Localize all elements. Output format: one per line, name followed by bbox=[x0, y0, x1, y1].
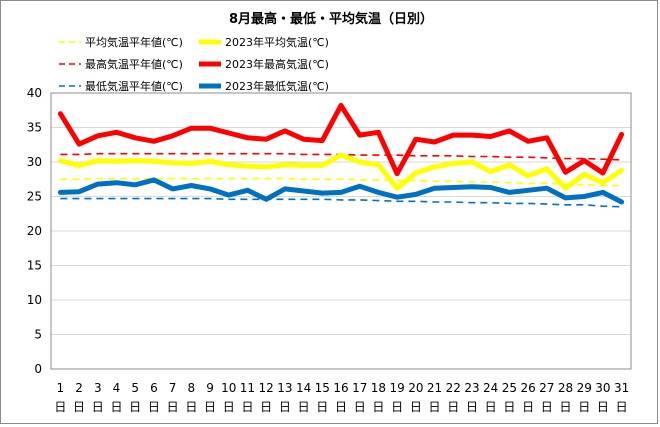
x-tick-label: 11 bbox=[240, 381, 255, 395]
x-tick-day-label: 日 bbox=[54, 400, 66, 414]
x-tick-label: 14 bbox=[296, 381, 311, 395]
x-tick-day-label: 日 bbox=[503, 400, 515, 414]
x-tick-day-label: 日 bbox=[148, 400, 160, 414]
x-tick-label: 23 bbox=[464, 381, 479, 395]
x-tick-day-label: 日 bbox=[578, 400, 590, 414]
x-tick-label: 27 bbox=[539, 381, 554, 395]
x-tick-day-label: 日 bbox=[410, 400, 422, 414]
y-tick-label: 25 bbox=[27, 190, 42, 204]
x-axis-ticks: 1日2日3日4日5日6日7日8日9日10日11日12日13日14日15日16日1… bbox=[54, 381, 629, 414]
x-tick-label: 2 bbox=[75, 381, 83, 395]
x-tick-day-label: 日 bbox=[185, 400, 197, 414]
y-tick-label: 40 bbox=[27, 86, 42, 100]
x-tick-day-label: 日 bbox=[241, 400, 253, 414]
y-tick-label: 20 bbox=[27, 224, 42, 238]
y-axis-ticks: 0 5 10 15 20 25 30 35 40 bbox=[27, 86, 42, 376]
chart-title: 8月最高・最低・平均気温（日別） bbox=[229, 11, 433, 27]
x-tick-label: 15 bbox=[315, 381, 330, 395]
x-tick-label: 30 bbox=[595, 381, 610, 395]
x-tick-day-label: 日 bbox=[223, 400, 235, 414]
x-tick-day-label: 日 bbox=[616, 400, 628, 414]
series-line-4 bbox=[60, 197, 622, 208]
y-tick-label: 0 bbox=[34, 362, 42, 376]
x-tick-label: 5 bbox=[131, 381, 139, 395]
x-tick-day-label: 日 bbox=[541, 400, 553, 414]
series-line-5 bbox=[57, 177, 625, 205]
x-tick-day-label: 日 bbox=[597, 400, 609, 414]
x-tick-day-label: 日 bbox=[298, 400, 310, 414]
x-tick-day-label: 日 bbox=[316, 400, 328, 414]
x-tick-label: 29 bbox=[577, 381, 592, 395]
x-tick-label: 7 bbox=[169, 381, 177, 395]
x-tick-day-label: 日 bbox=[110, 400, 122, 414]
x-tick-label: 28 bbox=[558, 381, 573, 395]
x-tick-label: 9 bbox=[206, 381, 214, 395]
x-tick-day-label: 日 bbox=[167, 400, 179, 414]
x-tick-label: 3 bbox=[94, 381, 102, 395]
legend-label: 最低気温平年値(℃) bbox=[85, 79, 183, 93]
x-tick-day-label: 日 bbox=[447, 400, 459, 414]
x-tick-label: 16 bbox=[333, 381, 348, 395]
x-tick-label: 26 bbox=[520, 381, 535, 395]
x-tick-label: 1 bbox=[57, 381, 65, 395]
x-tick-day-label: 日 bbox=[260, 400, 272, 414]
x-tick-day-label: 日 bbox=[560, 400, 572, 414]
x-tick-label: 10 bbox=[221, 381, 236, 395]
x-tick-label: 25 bbox=[502, 381, 517, 395]
y-tick-label: 15 bbox=[27, 259, 42, 273]
legend-label: 2023年平均気温(℃) bbox=[225, 35, 329, 49]
series-lines bbox=[57, 102, 625, 208]
x-tick-day-label: 日 bbox=[129, 400, 141, 414]
x-tick-label: 19 bbox=[389, 381, 404, 395]
legend-label: 2023年最高気温(℃) bbox=[225, 57, 329, 71]
y-tick-label: 10 bbox=[27, 293, 42, 307]
x-tick-day-label: 日 bbox=[522, 400, 534, 414]
x-tick-day-label: 日 bbox=[485, 400, 497, 414]
series-line-1 bbox=[57, 152, 625, 191]
legend: 平均気温平年値(℃) 2023年平均気温(℃) 最高気温平年値(℃) 2023年最高気… bbox=[59, 35, 329, 93]
y-tick-label: 30 bbox=[27, 155, 42, 169]
legend-label: 2023年最低気温(℃) bbox=[225, 79, 329, 93]
x-tick-label: 6 bbox=[150, 381, 158, 395]
x-tick-label: 22 bbox=[446, 381, 461, 395]
x-tick-label: 12 bbox=[259, 381, 274, 395]
y-tick-label: 5 bbox=[34, 328, 42, 342]
x-tick-label: 20 bbox=[408, 381, 423, 395]
x-tick-day-label: 日 bbox=[335, 400, 347, 414]
x-tick-day-label: 日 bbox=[466, 400, 478, 414]
x-tick-day-label: 日 bbox=[372, 400, 384, 414]
plot-area-border bbox=[50, 92, 632, 370]
x-tick-day-label: 日 bbox=[279, 400, 291, 414]
x-tick-day-label: 日 bbox=[73, 400, 85, 414]
x-tick-label: 21 bbox=[427, 381, 442, 395]
x-tick-day-label: 日 bbox=[92, 400, 104, 414]
legend-label: 最高気温平年値(℃) bbox=[85, 57, 183, 71]
x-tick-label: 13 bbox=[277, 381, 292, 395]
x-tick-label: 18 bbox=[371, 381, 386, 395]
x-tick-label: 17 bbox=[352, 381, 367, 395]
x-tick-day-label: 日 bbox=[354, 400, 366, 414]
y-tick-label: 35 bbox=[27, 121, 42, 135]
x-tick-label: 4 bbox=[113, 381, 121, 395]
x-tick-day-label: 日 bbox=[429, 400, 441, 414]
x-tick-day-label: 日 bbox=[204, 400, 216, 414]
x-tick-label: 31 bbox=[614, 381, 629, 395]
series-line-0 bbox=[60, 177, 622, 187]
series-line-3 bbox=[57, 102, 625, 177]
x-tick-label: 24 bbox=[483, 381, 498, 395]
x-tick-label: 8 bbox=[188, 381, 196, 395]
legend-label: 平均気温平年値(℃) bbox=[85, 35, 183, 49]
x-tick-day-label: 日 bbox=[391, 400, 403, 414]
